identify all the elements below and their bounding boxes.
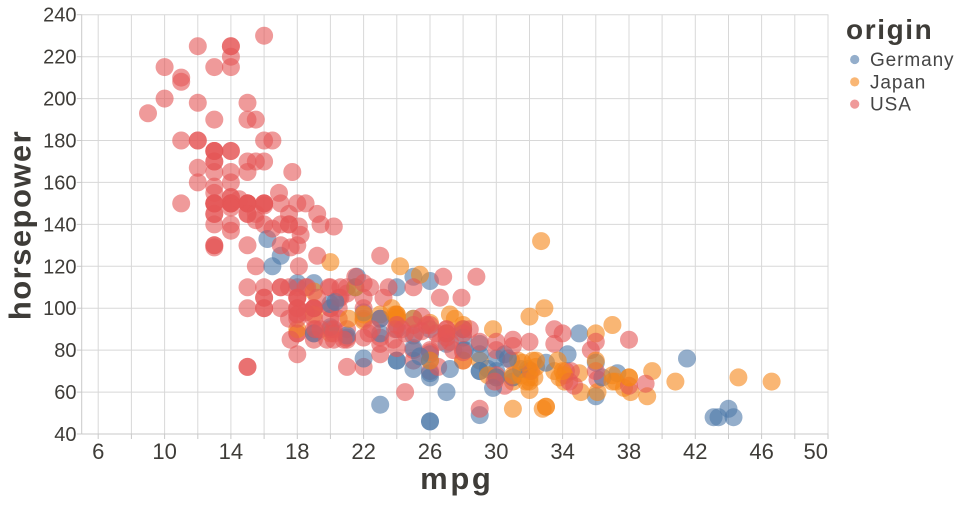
svg-text:horsepower: horsepower [3, 130, 38, 320]
svg-text:40: 40 [54, 424, 76, 446]
svg-text:240: 240 [43, 5, 76, 27]
svg-text:34: 34 [550, 439, 574, 464]
svg-text:200: 200 [43, 89, 76, 111]
svg-text:60: 60 [54, 382, 76, 404]
svg-text:14: 14 [219, 439, 243, 464]
svg-text:30: 30 [484, 439, 508, 464]
svg-text:42: 42 [683, 439, 707, 464]
svg-text:USA: USA [870, 95, 912, 116]
svg-text:mpg: mpg [420, 461, 493, 496]
svg-text:80: 80 [54, 340, 76, 362]
svg-text:220: 220 [43, 47, 76, 69]
svg-text:120: 120 [43, 256, 76, 278]
svg-text:origin: origin [846, 14, 933, 45]
svg-text:Germany: Germany [870, 50, 954, 71]
svg-text:160: 160 [43, 172, 76, 194]
svg-text:18: 18 [285, 439, 309, 464]
svg-text:26: 26 [418, 439, 442, 464]
svg-text:6: 6 [92, 439, 104, 464]
svg-text:38: 38 [617, 439, 641, 464]
svg-text:140: 140 [43, 214, 76, 236]
svg-text:50: 50 [804, 439, 828, 464]
svg-text:22: 22 [351, 439, 375, 464]
svg-text:180: 180 [43, 131, 76, 153]
svg-text:46: 46 [749, 439, 773, 464]
svg-text:100: 100 [43, 298, 76, 320]
svg-text:10: 10 [152, 439, 176, 464]
svg-text:Japan: Japan [870, 72, 926, 93]
